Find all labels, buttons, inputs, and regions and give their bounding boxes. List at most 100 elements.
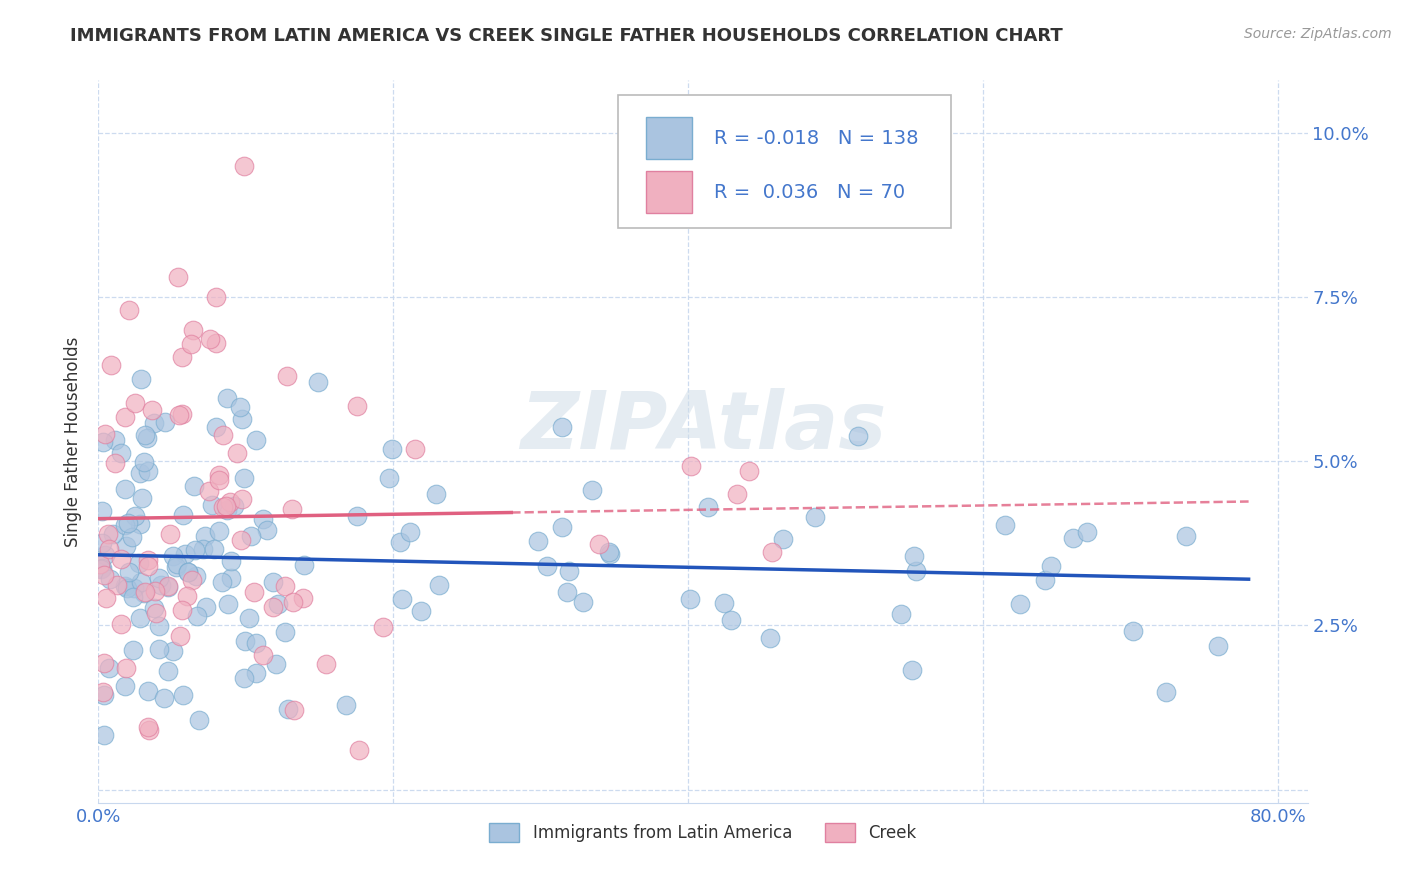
Point [242, 585, 264, 599]
Point [598, 545, 620, 559]
Point [170, 350, 193, 364]
Point [207, 468, 229, 483]
Point [136, 559, 159, 574]
Point [571, 595, 593, 609]
Text: IMMIGRANTS FROM LATIN AMERICA VS CREEK SINGLE FATHER HOUSEHOLDS CORRELATION CHAR: IMMIGRANTS FROM LATIN AMERICA VS CREEK S… [70, 27, 1063, 45]
Point [720, 613, 742, 627]
Point [94, 591, 117, 606]
Point [239, 529, 262, 543]
Point [283, 703, 305, 717]
Point [803, 510, 825, 524]
Point [262, 575, 284, 590]
Point [696, 500, 718, 514]
Point [252, 648, 274, 663]
Point [183, 322, 205, 336]
Point [202, 541, 225, 556]
Point [128, 611, 150, 625]
Point [128, 556, 150, 570]
Point [1062, 531, 1084, 545]
Point [148, 642, 170, 657]
Point [117, 516, 139, 530]
Point [1076, 525, 1098, 540]
Point [256, 523, 278, 537]
Point [114, 482, 136, 496]
Point [97, 527, 120, 541]
Point [121, 530, 143, 544]
Point [283, 595, 305, 609]
Text: Source: ZipAtlas.com: Source: ZipAtlas.com [1244, 27, 1392, 41]
Point [588, 536, 610, 550]
Point [218, 495, 240, 509]
Point [155, 416, 177, 430]
Point [150, 578, 173, 592]
Point [208, 473, 231, 487]
Point [129, 466, 152, 480]
Point [94, 548, 117, 562]
Point [136, 464, 159, 478]
Point [232, 159, 254, 173]
Point [208, 524, 231, 539]
Point [377, 471, 399, 485]
Point [105, 577, 128, 591]
Point [211, 574, 233, 589]
Point [761, 544, 783, 558]
Point [156, 579, 179, 593]
Point [162, 644, 184, 658]
Point [172, 508, 194, 522]
Point [93, 728, 115, 742]
Point [176, 566, 198, 580]
Point [97, 541, 120, 556]
Point [198, 484, 221, 499]
Point [184, 543, 207, 558]
Point [134, 584, 156, 599]
Point [194, 529, 217, 543]
Point [264, 657, 287, 672]
Point [846, 429, 869, 443]
Point [91, 434, 114, 449]
Text: R =  0.036   N = 70: R = 0.036 N = 70 [714, 183, 905, 202]
Point [100, 358, 122, 372]
Point [215, 500, 238, 514]
Point [114, 518, 136, 533]
Point [381, 442, 404, 456]
Point [172, 688, 194, 702]
Point [229, 401, 252, 415]
Point [173, 547, 195, 561]
Point [170, 603, 193, 617]
Point [157, 580, 180, 594]
Point [738, 465, 761, 479]
Point [1010, 597, 1032, 611]
Point [388, 534, 411, 549]
Point [1154, 685, 1177, 699]
Point [233, 633, 256, 648]
Point [404, 442, 426, 456]
Point [110, 617, 132, 632]
Point [277, 702, 299, 716]
Point [315, 657, 337, 671]
Point [121, 642, 143, 657]
Point [91, 504, 114, 518]
Point [201, 498, 224, 512]
Point [134, 428, 156, 442]
Point [97, 661, 120, 675]
Point [238, 610, 260, 624]
Point [128, 516, 150, 531]
Point [143, 416, 166, 430]
Point [903, 549, 925, 564]
Point [122, 581, 145, 595]
Point [725, 486, 748, 500]
Point [104, 456, 127, 470]
Point [215, 391, 238, 405]
Point [555, 585, 578, 599]
Point [129, 371, 152, 385]
Point [527, 534, 550, 549]
Point [232, 672, 254, 686]
Point [266, 597, 288, 611]
Point [398, 525, 420, 540]
Point [219, 571, 242, 585]
Point [114, 661, 136, 675]
Point [245, 636, 267, 650]
Point [145, 606, 167, 620]
Point [212, 427, 235, 442]
FancyBboxPatch shape [619, 95, 950, 228]
